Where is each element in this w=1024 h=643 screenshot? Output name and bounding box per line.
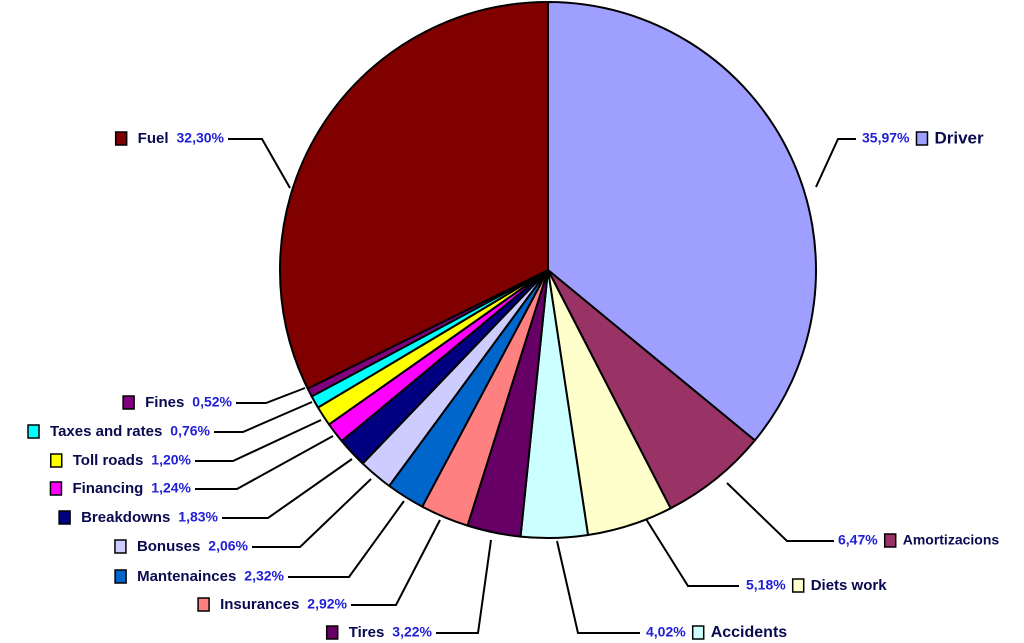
leader-line-taxes-and-rates — [214, 401, 313, 433]
legend-swatch-fines — [122, 395, 135, 410]
leader-line-insurances — [351, 519, 441, 606]
leader-line-driver — [815, 138, 856, 188]
legend-label-taxes-and-rates: Taxes and rates — [50, 423, 162, 440]
legend-label-diets-work: Diets work — [811, 577, 888, 594]
value-label-diets-work: 5,18% — [746, 577, 786, 593]
legend-label-insurances: Insurances — [220, 596, 299, 613]
label-group-tires: 3,22% Tires — [325, 539, 492, 641]
label-group-fines: 0,52% Fines — [122, 387, 306, 411]
value-label-breakdowns: 1,83% — [178, 509, 218, 525]
legend-swatch-driver — [915, 131, 929, 146]
value-label-mantenainces: 2,32% — [244, 568, 284, 584]
legend-swatch-breakdowns — [58, 510, 71, 525]
legend-label-breakdowns: Breakdowns — [81, 509, 170, 526]
value-label-toll-roads: 1,20% — [151, 452, 191, 468]
leader-line-accidents — [556, 540, 640, 634]
legend-label-driver: Driver — [934, 128, 984, 147]
value-label-driver: 35,97% — [862, 130, 910, 146]
value-label-bonuses: 2,06% — [208, 538, 248, 554]
value-label-fuel: 32,30% — [177, 130, 225, 146]
leader-line-breakdowns — [222, 458, 353, 519]
legend-swatch-fuel — [114, 131, 128, 146]
legend-swatch-amortizacions — [883, 533, 897, 548]
label-group-breakdowns: 1,83% Breakdowns — [58, 458, 353, 526]
slice-fuel — [279, 1, 549, 390]
legend-swatch-diets-work — [791, 578, 805, 593]
legend-label-fuel: Fuel — [138, 130, 169, 147]
legend-label-bonuses: Bonuses — [137, 538, 200, 555]
label-group-insurances: 2,92% Insurances — [197, 519, 441, 613]
value-label-taxes-and-rates: 0,76% — [170, 423, 210, 439]
leader-line-fuel — [228, 138, 291, 189]
value-label-accidents: 4,02% — [646, 624, 686, 640]
slice-driver — [547, 1, 817, 442]
label-group-mantenainces: 2,32% Mantenainces — [114, 500, 405, 585]
legend-swatch-insurances — [197, 597, 210, 612]
leader-line-diets-work — [645, 518, 739, 587]
legend-label-financing: Financing — [72, 480, 143, 497]
label-group-amortizacions: 6,47% Amortizacions — [726, 482, 1000, 548]
value-label-amortizacions: 6,47% — [838, 532, 878, 548]
pie-slices — [279, 1, 817, 540]
label-group-taxes-and-rates: 0,76% Taxes and rates — [27, 401, 313, 440]
label-group-bonuses: 2,06% Bonuses — [114, 478, 372, 555]
legend-swatch-toll-roads — [49, 453, 63, 468]
value-label-fines: 0,52% — [192, 394, 232, 410]
leader-line-mantenainces — [288, 500, 405, 578]
label-group-fuel: 32,30% Fuel — [114, 130, 291, 189]
legend-swatch-bonuses — [114, 539, 127, 554]
legend-swatch-taxes-and-rates — [27, 424, 40, 439]
leader-line-amortizacions — [726, 482, 834, 542]
legend-swatch-financing — [49, 481, 63, 496]
legend-label-fines: Fines — [145, 394, 184, 411]
label-group-financing: 1,24% Financing — [49, 435, 334, 497]
leader-line-financing — [195, 435, 334, 490]
slice-labels: 35,97% Driver 6,47% Amortizacions 5,18% Diets… — [27, 128, 1000, 641]
leader-line-bonuses — [252, 478, 372, 548]
legend-label-mantenainces: Mantenainces — [137, 568, 236, 585]
value-label-tires: 3,22% — [392, 624, 432, 640]
legend-label-amortizacions: Amortizacions — [903, 532, 1000, 548]
legend-label-toll-roads: Toll roads — [73, 452, 144, 469]
label-group-accidents: 4,02% Accidents — [556, 540, 788, 641]
legend-label-tires: Tires — [349, 624, 385, 641]
label-group-driver: 35,97% Driver — [815, 128, 984, 188]
legend-swatch-mantenainces — [114, 569, 127, 584]
leader-line-tires — [436, 539, 492, 634]
legend-swatch-tires — [325, 625, 339, 640]
leader-line-toll-roads — [195, 419, 322, 462]
value-label-financing: 1,24% — [151, 480, 191, 496]
legend-label-accidents: Accidents — [711, 624, 788, 641]
legend-swatch-accidents — [691, 625, 705, 640]
value-label-insurances: 2,92% — [307, 596, 347, 612]
leader-line-fines — [236, 387, 306, 404]
label-group-toll-roads: 1,20% Toll roads — [49, 419, 322, 469]
label-group-diets-work: 5,18% Diets work — [645, 518, 888, 594]
